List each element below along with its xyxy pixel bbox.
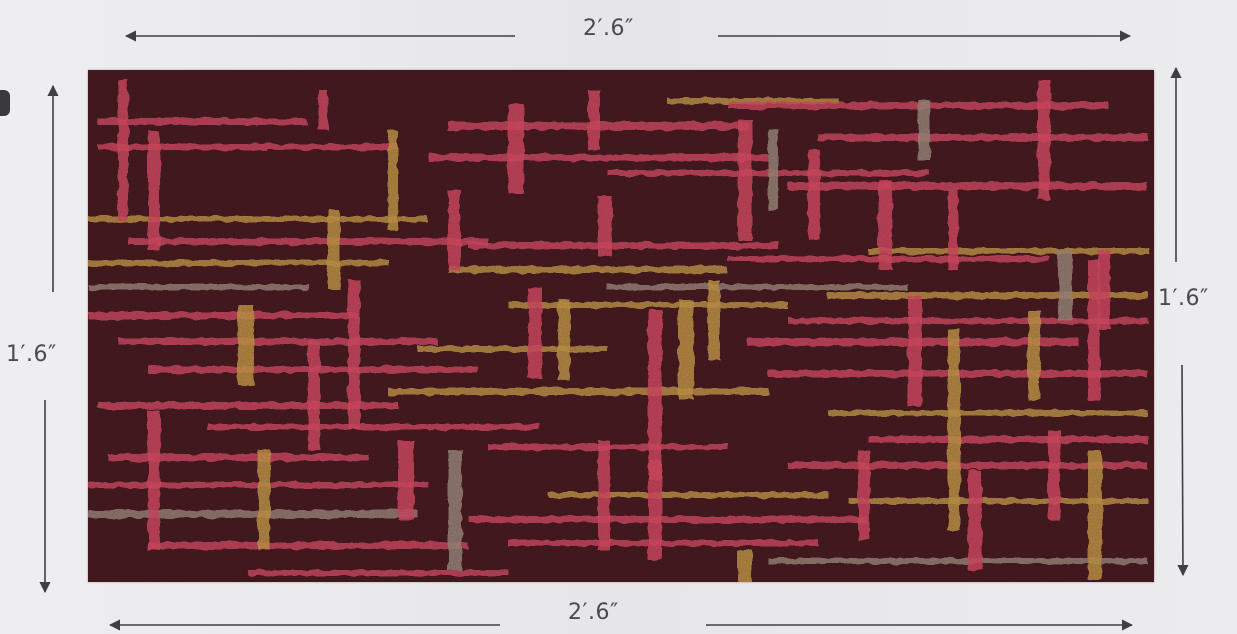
right-arrow-down (1177, 364, 1189, 577)
bottom-width-label: 2′.6″ (568, 600, 619, 625)
rug-image (88, 70, 1154, 582)
left-edge-mark (0, 90, 10, 116)
top-width-label: 2′.6″ (583, 16, 634, 41)
right-height-label: 1′.6″ (1158, 286, 1209, 311)
rug-pattern (88, 70, 1154, 582)
left-height-label: 1′.6″ (6, 342, 57, 367)
